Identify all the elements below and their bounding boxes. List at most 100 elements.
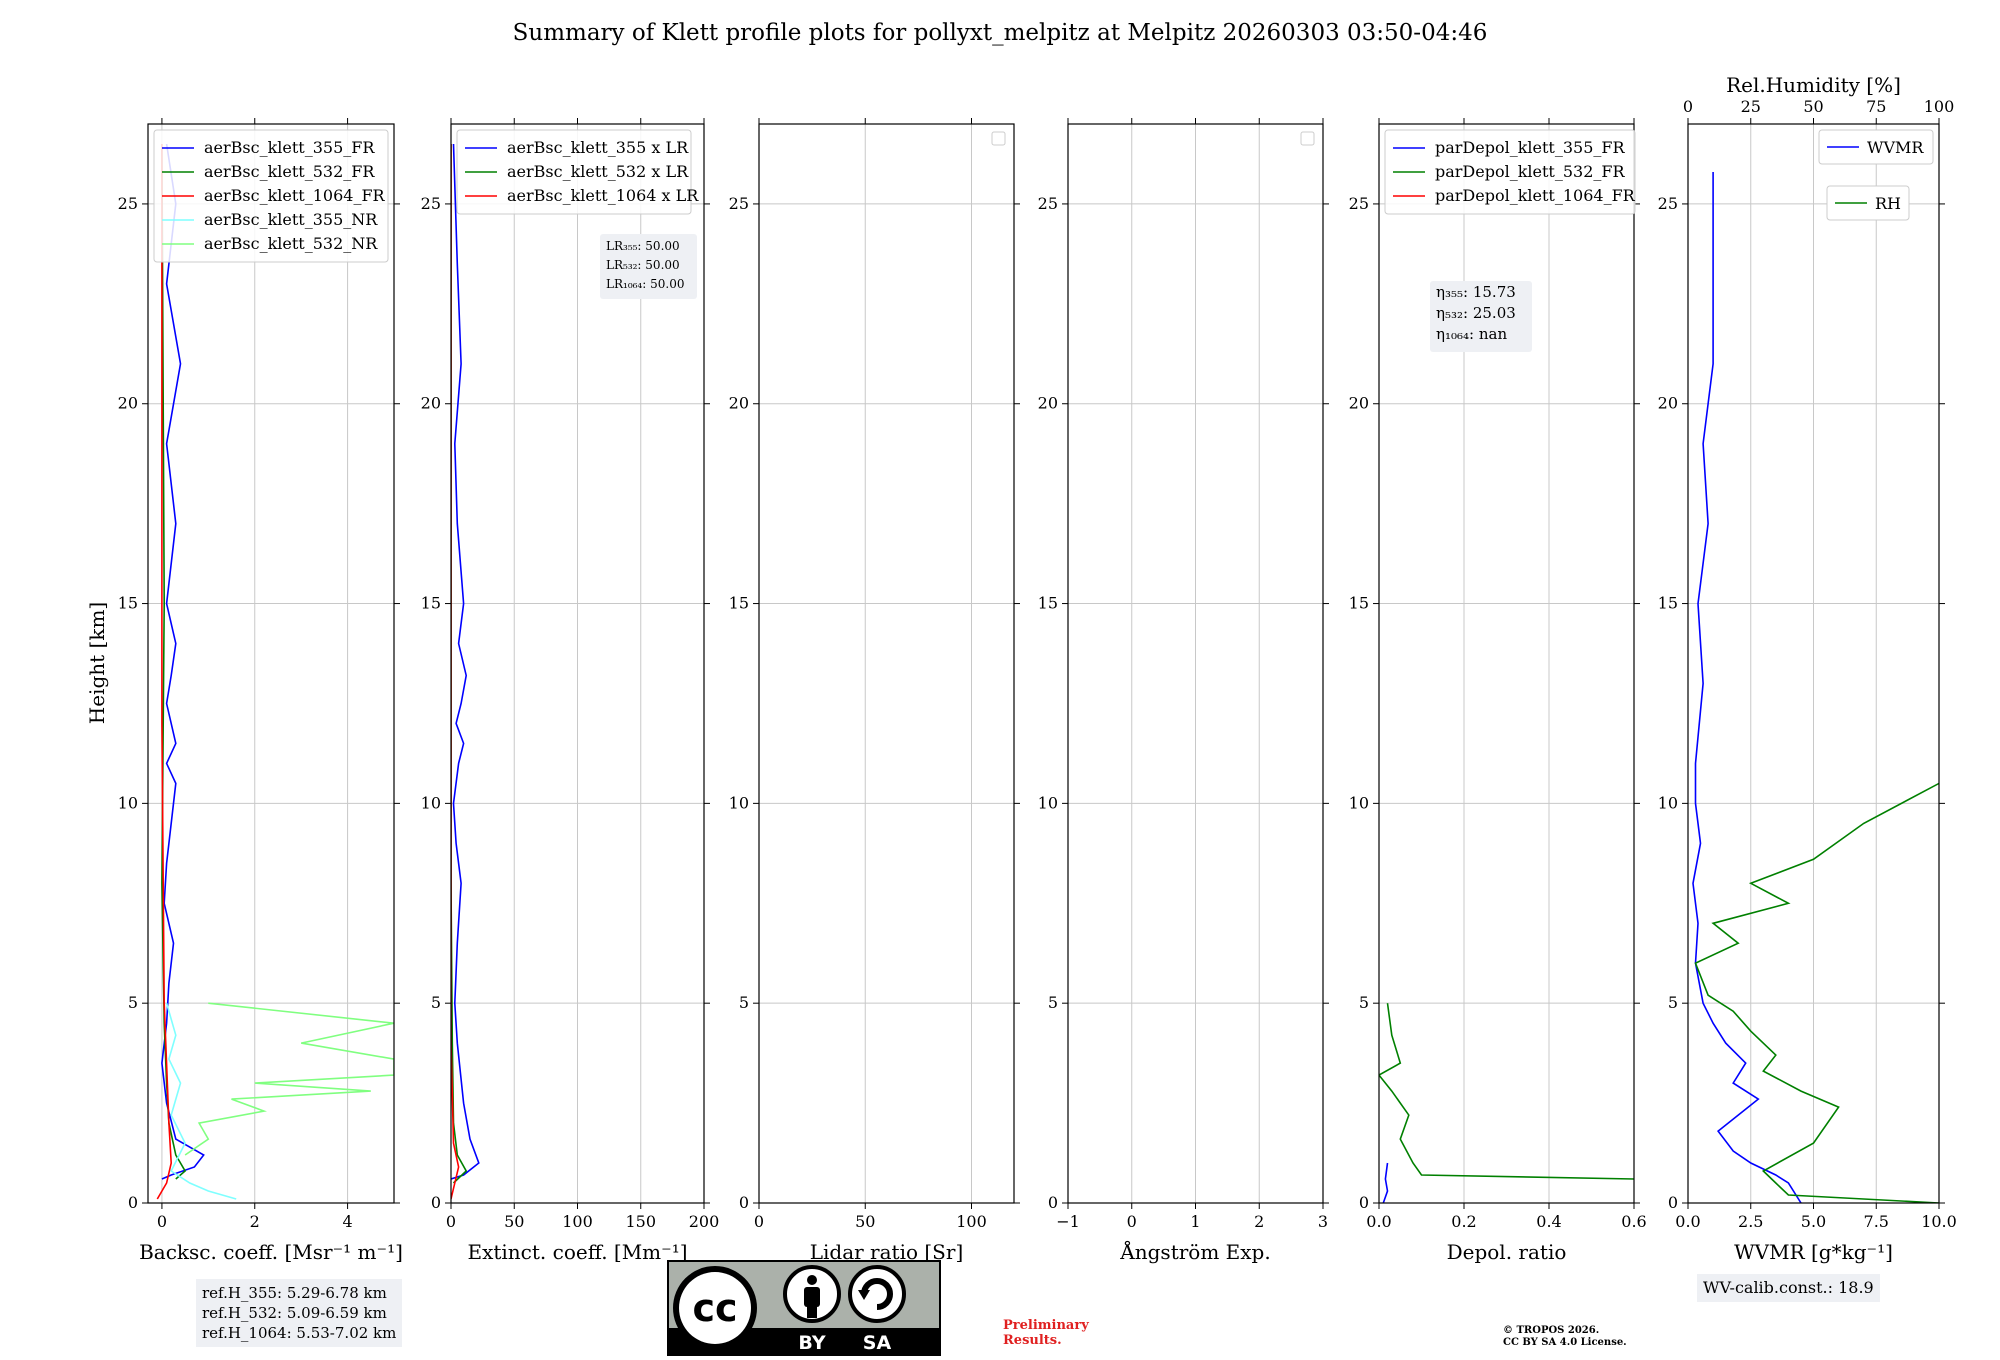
y-tick-label: 5	[128, 993, 138, 1012]
legend-box	[456, 129, 692, 215]
x-tick-label: 2	[250, 1212, 260, 1231]
y-tick-label: 0	[739, 1193, 749, 1212]
x2-tick-label: 75	[1866, 97, 1886, 116]
y-axis-label: Height [km]	[85, 602, 109, 724]
cc-logo-text: cc	[692, 1286, 737, 1330]
legend-box	[1384, 129, 1636, 215]
y-tick-label: 15	[1038, 594, 1058, 613]
series-group	[156, 143, 394, 1200]
info-entry: η₁₀₆₄: nan	[1436, 325, 1507, 343]
ref-height-532: ref.H_532: 5.09-6.59 km	[202, 1304, 387, 1322]
info-box	[1430, 281, 1532, 352]
panel-backscatter: 0 2 4 0 5 10 15 20 25 Backsc. coeff. [Msr⁻¹ m⁻¹] a…	[118, 118, 403, 1264]
legend-entry: parDepol_klett_532_FR	[1435, 162, 1626, 181]
y-tick-label: 15	[1349, 594, 1369, 613]
legend-entry: aerBsc_klett_1064_FR	[204, 186, 386, 205]
y-tick-label: 10	[729, 793, 749, 812]
y-tick-label: 25	[118, 194, 138, 213]
legend-entry: parDepol_klett_355_FR	[1435, 138, 1626, 157]
legend-entry: aerBsc_klett_355_FR	[204, 138, 375, 157]
series-line-parDepol_klett_532_FR	[1379, 1003, 1634, 1180]
legend-entry: aerBsc_klett_355_NR	[204, 210, 378, 229]
cc-by-sa-logo: cc BY SA	[667, 1260, 941, 1356]
x-axis-label: Backsc. coeff. [Msr⁻¹ m⁻¹]	[139, 1240, 403, 1264]
series-group	[1379, 1003, 1634, 1203]
series-line-aerBsc_klett_355 x LR	[451, 143, 480, 1180]
legend-entry: aerBsc_klett_532 x LR	[507, 162, 689, 181]
x-axis-label: Ångström Exp.	[1119, 1239, 1270, 1264]
wv-calibration-constant: WV-calib.const.: 18.9	[1703, 1278, 1874, 1297]
x-tick-label: 0	[446, 1212, 456, 1231]
y-tick-label: 15	[1658, 594, 1678, 613]
copyright-line-2: CC BY SA 4.0 License.	[1503, 1337, 1627, 1348]
x2-axis-label: Rel.Humidity [%]	[1726, 73, 1901, 97]
x2-tick-label: 0	[1683, 97, 1693, 116]
legend-entry: RH	[1875, 194, 1901, 213]
empty-legend-box	[991, 131, 1006, 146]
preliminary-line-2: Results.	[1003, 1333, 1062, 1348]
series-line-aerBsc_klett_1064 x LR	[451, 144, 460, 1200]
y-tick-label: 10	[421, 793, 441, 812]
wv-calibration-box: WV-calib.const.: 18.9	[1697, 1274, 1880, 1302]
x-tick-label: −1	[1056, 1212, 1080, 1231]
info-entry: LR₃₅₅: 50.00	[606, 239, 680, 253]
y-tick-label: 10	[118, 793, 138, 812]
y-tick-label: 25	[1038, 194, 1058, 213]
sa-text: SA	[863, 1332, 892, 1354]
x-axis-label: WVMR [g*kg⁻¹]	[1734, 1240, 1893, 1264]
x2-tick-label: 25	[1741, 97, 1761, 116]
x-axis-label: Extinct. coeff. [Mm⁻¹]	[467, 1240, 687, 1264]
x-axis-label: Depol. ratio	[1447, 1240, 1567, 1264]
x-tick-label: 7.5	[1864, 1212, 1889, 1231]
y-tick-label: 0	[1048, 1193, 1058, 1212]
x-tick-label: 0	[754, 1212, 764, 1231]
legend-entry: aerBsc_klett_1064 x LR	[507, 186, 699, 205]
y-tick-label: 0	[1668, 1193, 1678, 1212]
series-line-parDepol_klett_355_FR	[1382, 1162, 1389, 1203]
x-tick-label: 50	[855, 1212, 875, 1231]
x2-tick-label: 50	[1803, 97, 1823, 116]
x-tick-label: 0.0	[1366, 1212, 1391, 1231]
preliminary-line-1: Preliminary	[1003, 1318, 1089, 1333]
x-tick-label: 100	[956, 1212, 987, 1231]
y-tick-label: 25	[729, 194, 749, 213]
series-line-aerBsc_klett_1064_FR	[156, 144, 173, 1200]
y-tick-label: 20	[1349, 394, 1369, 413]
y-tick-label: 10	[1038, 793, 1058, 812]
x-tick-label: 2.5	[1738, 1212, 1763, 1231]
y-tick-label: 5	[1048, 993, 1058, 1012]
x-tick-label: 100	[562, 1212, 593, 1231]
y-tick-label: 20	[729, 394, 749, 413]
x-tick-label: 0	[1127, 1212, 1137, 1231]
info-entry: LR₅₃₂: 50.00	[606, 258, 680, 272]
legend-entry: aerBsc_klett_355 x LR	[507, 138, 689, 157]
info-entry: LR₁₀₆₄: 50.00	[606, 277, 684, 291]
info-box	[600, 234, 697, 299]
panel-extinction: 0 50 100 150 200 0 5 10 15 20 25 Extinct. coeff. [M…	[421, 118, 719, 1264]
legend-entry: aerBsc_klett_532_FR	[204, 162, 375, 181]
series-line-aerBsc_klett_355_NR	[165, 1002, 237, 1200]
y-tick-label: 25	[1349, 194, 1369, 213]
series-line-WVMR	[1692, 172, 1802, 1203]
figure-title: Summary of Klett profile plots for polly…	[512, 20, 1488, 46]
x-tick-label: 0.0	[1675, 1212, 1700, 1231]
axes-frame	[1378, 123, 1635, 1204]
series-group	[451, 143, 480, 1200]
y-tick-label: 25	[421, 194, 441, 213]
x-tick-label: 1	[1190, 1212, 1200, 1231]
copyright-line-1: © TROPOS 2026.	[1503, 1325, 1600, 1336]
y-tick-label: 25	[1658, 194, 1678, 213]
by-text: BY	[798, 1332, 825, 1354]
panel-depol: 0.0 0.2 0.4 0.6 0 5 10 15 20 25 Depol. ratio parDep…	[1349, 118, 1647, 1264]
y-tick-label: 10	[1658, 793, 1678, 812]
x-tick-label: 10.0	[1921, 1212, 1957, 1231]
axes-frame	[758, 123, 1015, 1204]
y-tick-label: 0	[431, 1193, 441, 1212]
x-tick-label: 0.2	[1451, 1212, 1476, 1231]
x-tick-label: 0.4	[1536, 1212, 1561, 1231]
y-tick-label: 0	[128, 1193, 138, 1212]
info-entry: η₅₃₂: 25.03	[1436, 304, 1516, 322]
y-tick-label: 20	[1658, 394, 1678, 413]
x2-tick-label: 100	[1924, 97, 1955, 116]
panel-wvmr: 0.0 2.5 5.0 7.5 10.0 0 5 10 15 20 25 WVMR [g*kg⁻¹] 0…	[1658, 73, 1957, 1264]
